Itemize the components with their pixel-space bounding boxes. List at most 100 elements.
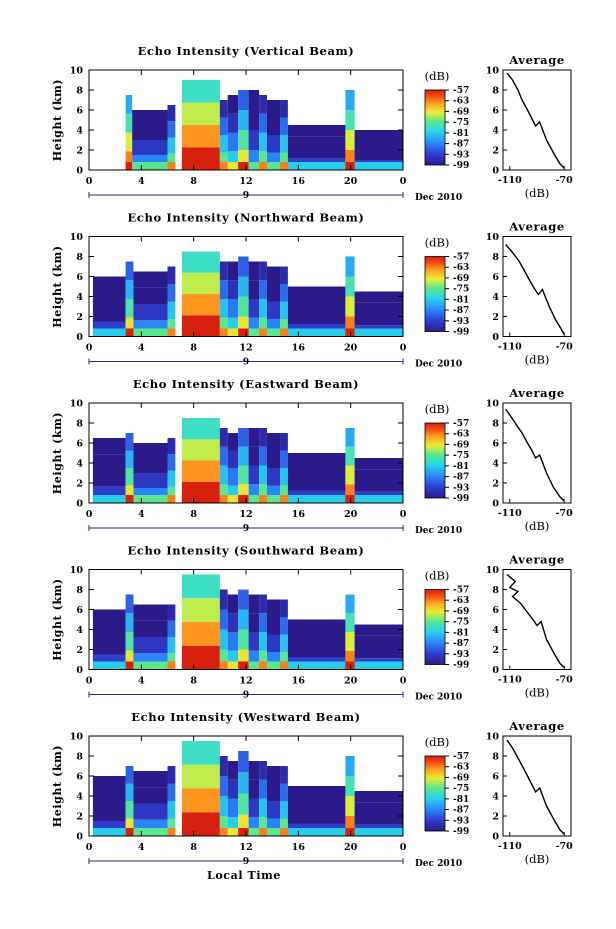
average-y-tick-label: 8 <box>492 252 499 263</box>
x-tick-label: 16 <box>292 509 306 520</box>
y-tick-label: 8 <box>76 585 83 596</box>
y-tick-label: 10 <box>70 732 84 743</box>
heatmap-cell <box>227 594 239 670</box>
average-y-tick-label: 10 <box>486 399 500 410</box>
y-axis-label: Height (km) <box>51 578 64 660</box>
chart-title: Echo Intensity (Northward Beam) <box>128 211 365 225</box>
x-tick-label: 8 <box>190 842 197 853</box>
heatmap-cell <box>354 130 403 170</box>
x-tick-label: 0 <box>400 676 407 687</box>
y-tick-label: 4 <box>76 792 83 803</box>
heatmap-cell <box>248 594 260 670</box>
average-x-tick-label: -70 <box>556 175 574 186</box>
average-y-tick-label: 10 <box>486 66 500 77</box>
average-unit: (dB) <box>525 186 550 200</box>
colorbar-tick-label: -87 <box>453 140 469 150</box>
average-title: Average <box>508 553 565 567</box>
colorbar-tick-label: -75 <box>453 285 469 295</box>
colorbar-tick-label: -81 <box>453 295 469 305</box>
heatmap-cell <box>345 256 355 337</box>
average-profile-line <box>505 244 565 335</box>
y-tick-label: 10 <box>70 399 84 410</box>
colorbar-unit: (dB) <box>425 402 450 416</box>
y-tick-label: 2 <box>76 146 83 157</box>
average-y-tick-label: 6 <box>492 272 499 283</box>
colorbar-tick-label: -93 <box>453 150 469 160</box>
colorbar-tick-label: -93 <box>453 816 469 826</box>
average-y-tick-label: 6 <box>492 772 499 783</box>
x-tick-label: 12 <box>239 842 252 853</box>
colorbar-tick-label: -99 <box>453 827 469 837</box>
colorbar-tick-label: -93 <box>453 317 469 327</box>
x-tick-label: 0 <box>86 509 93 520</box>
y-tick-label: 6 <box>76 272 83 283</box>
average-y-tick-label: 8 <box>492 585 499 596</box>
y-tick-label: 8 <box>76 86 83 97</box>
x-tick-label: 0 <box>86 176 93 187</box>
y-tick-label: 8 <box>76 252 83 263</box>
heatmap-cell <box>280 266 288 337</box>
day-label: 9 <box>243 358 249 368</box>
y-axis-label: Height (km) <box>51 745 64 827</box>
heatmap-cell <box>266 599 281 670</box>
average-x-tick-label: -70 <box>556 342 574 353</box>
colorbar-tick-label: -81 <box>453 462 469 472</box>
heatmap-cell <box>167 438 176 503</box>
x-tick-label: 0 <box>86 343 93 354</box>
heatmap-cell <box>287 286 346 337</box>
heatmap-cell <box>280 100 288 170</box>
x-tick-label: 20 <box>344 676 358 687</box>
average-profile-line <box>506 72 565 169</box>
heatmap-cell <box>259 594 267 670</box>
heatmap-cell <box>259 761 267 836</box>
average-y-tick-label: 2 <box>492 645 499 656</box>
colorbar-tick-label: -93 <box>453 483 469 493</box>
colorbar-tick-label: -57 <box>453 586 469 596</box>
day-label: 9 <box>243 691 249 701</box>
day-label: 9 <box>243 191 249 201</box>
heatmap-cell <box>167 604 176 670</box>
heatmap-cell <box>238 256 249 337</box>
y-tick-label: 6 <box>76 772 83 783</box>
x-tick-label: 12 <box>239 343 252 354</box>
colorbar-tick-label: -87 <box>453 473 469 483</box>
heatmap-cell <box>167 266 176 337</box>
heatmap-cell <box>287 453 346 503</box>
average-profile-line <box>506 739 565 835</box>
average-y-tick-label: 4 <box>492 625 499 636</box>
x-tick-label: 12 <box>239 176 252 187</box>
average-y-tick-label: 0 <box>492 832 499 843</box>
y-tick-label: 2 <box>76 312 83 323</box>
x-tick-label: 0 <box>400 509 407 520</box>
heatmap-cell <box>219 100 228 170</box>
heatmap-cell <box>354 291 403 337</box>
colorbar-tick-label: -93 <box>453 650 469 660</box>
y-tick-label: 4 <box>76 625 83 636</box>
average-y-tick-label: 4 <box>492 126 499 137</box>
x-tick-label: 16 <box>292 676 306 687</box>
heatmap-cell <box>259 428 267 503</box>
colorbar-tick-label: -63 <box>453 430 469 440</box>
heatmap-cell <box>125 594 134 670</box>
heatmap-cell <box>133 443 168 503</box>
date-label: Dec 2010 <box>415 693 462 703</box>
colorbar-tick-label: -63 <box>453 97 469 107</box>
y-axis-label: Height (km) <box>51 245 64 327</box>
y-tick-label: 0 <box>76 665 83 676</box>
y-tick-label: 10 <box>70 232 84 243</box>
heatmap-cell <box>287 786 346 836</box>
heatmap-cell <box>354 624 403 670</box>
average-profile-line <box>505 408 565 502</box>
heatmap-cell <box>133 604 168 670</box>
y-tick-label: 0 <box>76 832 83 843</box>
average-x-tick-label: -110 <box>498 175 522 186</box>
colorbar-tick-label: -81 <box>453 795 469 805</box>
average-x-tick-label: -70 <box>556 841 574 852</box>
heatmap-cell <box>227 95 239 170</box>
average-x-tick-label: -70 <box>556 508 574 519</box>
x-tick-label: 16 <box>292 176 306 187</box>
average-frame <box>502 69 572 171</box>
x-tick-label: 16 <box>292 842 306 853</box>
average-title: Average <box>508 53 565 67</box>
heatmap-cell <box>238 751 249 836</box>
